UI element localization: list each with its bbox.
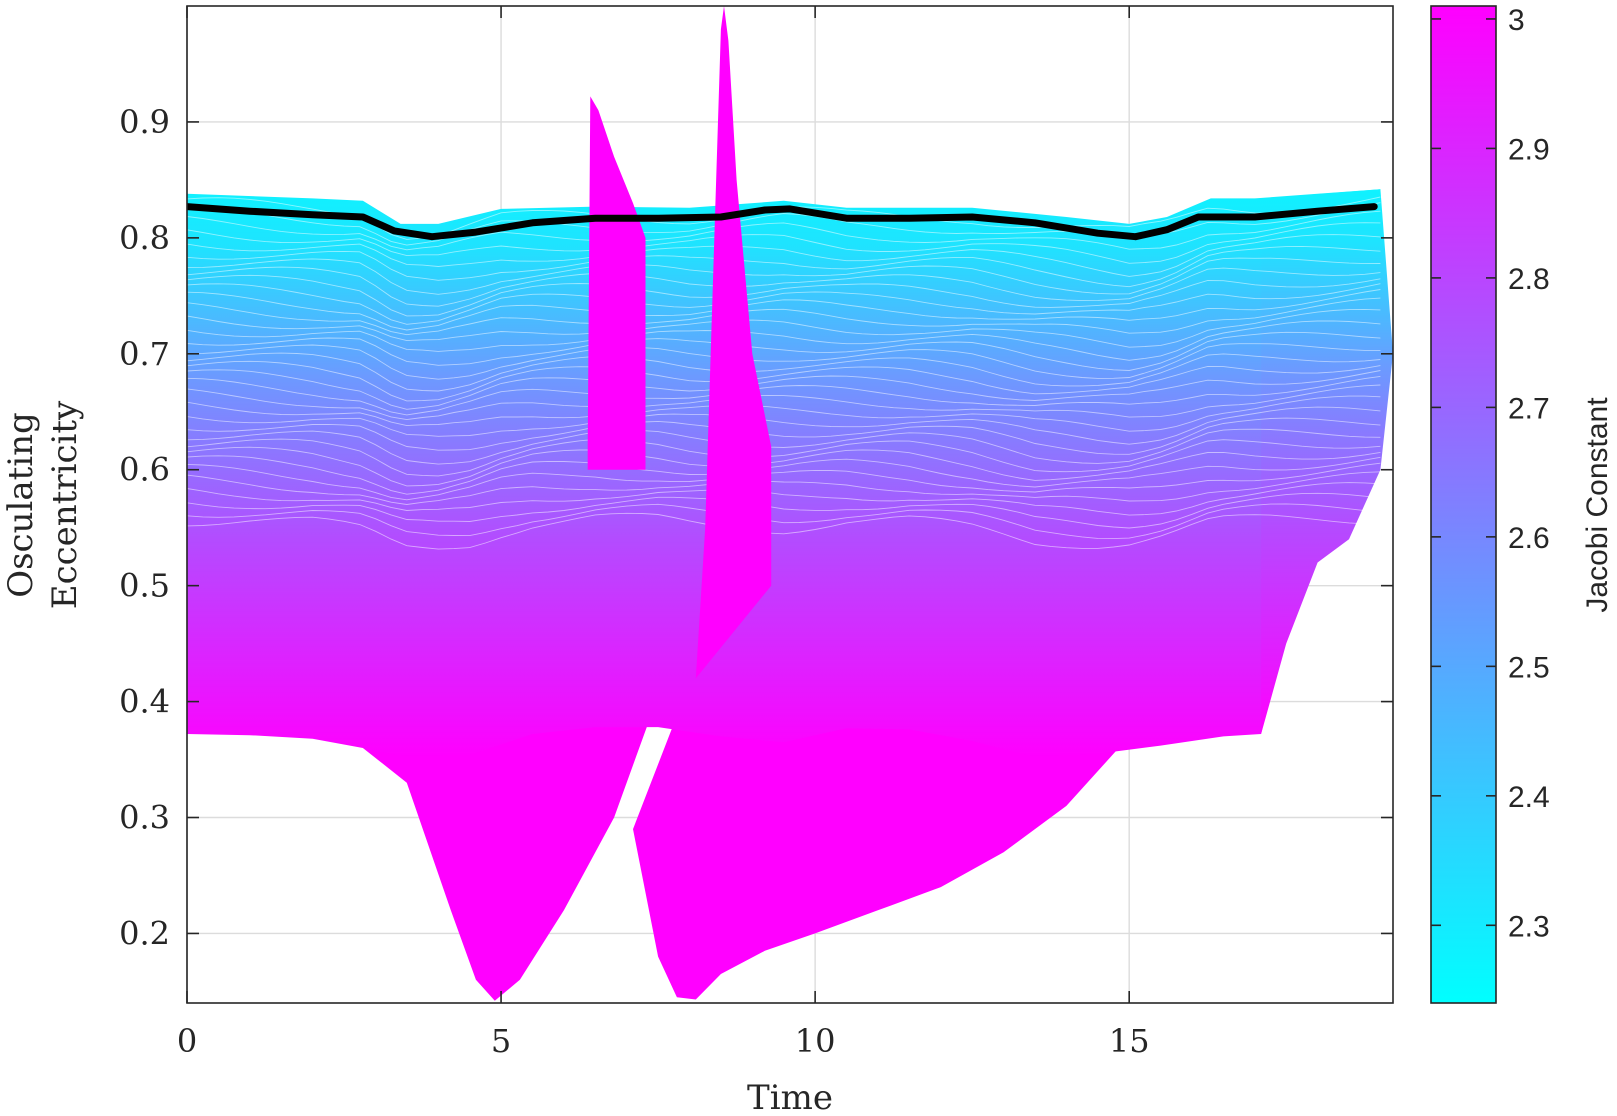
colorbar: 2.3 2.4 2.5 2.6 2.7 2.8 2.9 3 Jacobi Constant	[1430, 4, 1614, 1004]
family-member-line	[187, 257, 1381, 295]
family-member-line	[187, 482, 1381, 516]
family-member-line	[187, 283, 1381, 325]
family-member-line	[187, 406, 1381, 445]
x-tick-label: 15	[1109, 1022, 1150, 1060]
x-tick-label: 5	[491, 1022, 511, 1060]
family-member-line	[187, 375, 1381, 416]
plot-area	[187, 6, 1393, 1001]
y-tick-label: 0.3	[119, 799, 170, 837]
spike-2	[695, 6, 772, 679]
family-member-line	[187, 446, 1381, 487]
family-member-line	[187, 384, 1381, 421]
y-tick-label: 0.2	[119, 914, 170, 952]
y-axis-label: Osculating Eccentricity	[1, 400, 85, 609]
family-member-line	[187, 222, 1381, 264]
family-member-line	[187, 202, 1381, 246]
x-tick-label: 0	[177, 1022, 197, 1060]
family-member-line	[187, 369, 1381, 410]
colorbar-tick-label: 2.4	[1508, 781, 1550, 814]
family-member-line	[187, 417, 1381, 455]
plot-frame	[186, 5, 1394, 1004]
colorbar-label: Jacobi Constant	[1581, 397, 1614, 613]
family-member-line	[187, 455, 1381, 495]
x-axis-label: Time	[747, 1078, 833, 1116]
family-member-line	[187, 320, 1381, 361]
colorbar-tick-label: 2.3	[1508, 910, 1550, 943]
y-tick-label: 0.5	[119, 567, 170, 605]
y-tick-label: 0.8	[119, 219, 170, 257]
family-member-line	[187, 471, 1381, 505]
colorbar-tick-label: 2.5	[1508, 651, 1550, 684]
highlight-series-line	[187, 203, 1378, 241]
family-member-line	[187, 331, 1381, 371]
family-member-line	[187, 512, 1381, 550]
family-member-line	[187, 343, 1381, 380]
family-member-line	[187, 395, 1381, 432]
family-member-lines	[187, 196, 1381, 550]
family-member-line	[187, 297, 1381, 336]
y-axis: 0.2 0.3 0.4 0.5 0.6 0.7 0.8 0.9	[119, 103, 1393, 952]
family-member-line	[187, 245, 1381, 288]
family-member-line	[187, 308, 1381, 348]
family-member-line	[187, 210, 1381, 251]
family-member-line	[187, 360, 1381, 402]
y-tick-label: 0.4	[119, 683, 170, 721]
family-member-line	[187, 438, 1381, 477]
right-tail-region	[1261, 189, 1393, 734]
y-axis-label-line-2: Eccentricity	[45, 400, 85, 609]
y-tick-label: 0.7	[119, 335, 170, 373]
colorbar-tick-label: 2.9	[1508, 133, 1550, 166]
y-tick-label: 0.6	[119, 451, 170, 489]
colorbar-tick-label: 2.7	[1508, 392, 1550, 425]
family-member-line	[187, 492, 1381, 529]
family-member-line	[187, 428, 1381, 465]
family-member-line	[187, 266, 1381, 307]
y-tick-label: 0.9	[119, 103, 170, 141]
colorbar-tick-label: 2.8	[1508, 263, 1550, 296]
orbit-family-band	[187, 189, 1381, 758]
spike-1	[587, 96, 646, 470]
family-member-line	[187, 234, 1381, 277]
x-axis: 0 5 10 15	[177, 6, 1150, 1060]
family-member-line	[187, 503, 1381, 540]
family-member-line	[187, 352, 1381, 392]
y-axis-label-line-1: Osculating	[1, 412, 41, 598]
colorbar-scale	[1430, 5, 1497, 1004]
colorbar-tick-label: 3	[1508, 4, 1525, 37]
family-member-line	[187, 274, 1381, 317]
family-member-line	[187, 462, 1381, 501]
x-tick-label: 10	[795, 1022, 836, 1060]
colorbar-ticks: 2.3 2.4 2.5 2.6 2.7 2.8 2.9 3	[1431, 4, 1550, 943]
family-member-line	[187, 289, 1381, 331]
colorbar-tick-label: 2.6	[1508, 522, 1550, 555]
